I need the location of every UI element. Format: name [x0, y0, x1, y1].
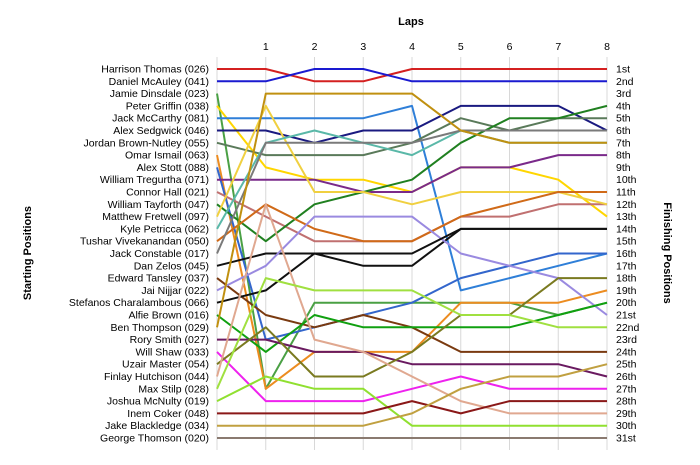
starting-name-label: Jake Blackledge (034): [105, 420, 209, 432]
series-line: [216, 167, 607, 341]
finishing-position-label: 15th: [616, 236, 637, 248]
finishing-position-label: 22nd: [616, 322, 640, 334]
finishing-position-label: 28th: [616, 396, 637, 408]
starting-name-label: Harrison Thomas (026): [101, 64, 209, 76]
starting-name-label: Will Shaw (033): [135, 346, 209, 358]
lap-tick-label: 3: [360, 41, 366, 53]
lap-tick-label: 2: [312, 41, 318, 53]
x-axis-title: Laps: [398, 16, 424, 28]
starting-name-label: Edward Tansley (037): [108, 273, 209, 285]
series-line: [217, 68, 607, 83]
lap-tick-label: 6: [507, 41, 513, 53]
starting-name-label: George Thomson (020): [100, 433, 209, 445]
finishing-position-label: 24th: [616, 346, 637, 358]
series-line: [216, 191, 607, 243]
starting-position-labels: Harrison Thomas (026)Daniel McAuley (041…: [69, 64, 209, 445]
starting-name-label: Jack McCarthy (081): [112, 113, 209, 125]
series-line: [216, 92, 607, 328]
starting-name-label: Uzair Master (054): [122, 359, 209, 371]
starting-name-label: Jordan Brown-Nutley (055): [84, 137, 209, 149]
finishing-position-label: 25th: [616, 359, 637, 371]
finishing-position-label: 26th: [616, 371, 637, 383]
series-line: [216, 375, 607, 427]
starting-name-label: Peter Griffin (038): [126, 100, 209, 112]
lap-tick-label: 7: [555, 41, 561, 53]
starting-name-label: Stefanos Charalambous (066): [69, 297, 209, 309]
starting-name-label: Jack Constable (017): [110, 248, 209, 260]
finishing-position-label: 23rd: [616, 334, 637, 346]
starting-name-label: Finlay Hutchison (044): [104, 371, 209, 383]
starting-name-label: Kyle Petricca (062): [120, 223, 209, 235]
starting-name-label: Jai Nijjar (022): [141, 285, 209, 297]
starting-name-label: Max Stilp (028): [138, 383, 209, 395]
finishing-position-label: 3rd: [616, 88, 631, 100]
starting-name-label: Alex Stott (088): [137, 162, 209, 174]
starting-name-label: William Tayforth (047): [108, 199, 209, 211]
finishing-position-label: 5th: [616, 113, 631, 125]
finishing-position-label: 20th: [616, 297, 637, 309]
series-line: [216, 277, 607, 390]
finishing-position-label: 13th: [616, 211, 637, 223]
finishing-position-label: 12th: [616, 199, 637, 211]
lap-tick-labels: 1 2 3 4 5 6 7 8: [263, 41, 610, 53]
finishing-position-label: 17th: [616, 260, 637, 272]
lap-tick-label: 5: [458, 41, 464, 53]
finishing-position-label: 11th: [616, 187, 636, 199]
starting-name-label: Inem Coker (048): [127, 408, 209, 420]
series-line: [216, 301, 608, 353]
starting-name-label: Connor Hall (021): [126, 187, 209, 199]
finishing-position-label: 7th: [616, 137, 631, 149]
starting-name-label: Matthew Fretwell (097): [102, 211, 209, 223]
finishing-position-label: 27th: [616, 383, 637, 395]
lap-tick-label: 4: [409, 41, 415, 53]
finishing-position-label: 14th: [616, 223, 637, 235]
starting-name-label: Joshua McNulty (019): [107, 396, 209, 408]
starting-name-label: Ben Thompson (029): [111, 322, 209, 334]
starting-name-label: Rory Smith (027): [130, 334, 209, 346]
starting-name-label: Tushar Vivekanandan (050): [80, 236, 209, 248]
finishing-position-label: 2nd: [616, 76, 634, 88]
series-line: [216, 351, 607, 403]
starting-name-label: Alex Sedgwick (046): [113, 125, 209, 137]
starting-name-label: William Tregurtha (071): [100, 174, 209, 186]
series-line: [217, 154, 607, 193]
series-line: [216, 104, 608, 243]
series-line: [217, 363, 608, 427]
starting-positions-title: Starting Positions: [22, 206, 34, 300]
finishing-position-label: 29th: [616, 408, 637, 420]
starting-name-label: Omar Ismail (063): [125, 150, 209, 162]
series-line: [216, 129, 607, 254]
series-line: [216, 203, 607, 415]
finishing-position-label: 19th: [616, 285, 637, 297]
series-line: [217, 400, 607, 415]
starting-name-label: Dan Zelos (045): [134, 260, 209, 272]
finishing-position-label: 8th: [616, 150, 631, 162]
finishing-position-label: 18th: [616, 273, 637, 285]
finishing-position-label: 6th: [616, 125, 631, 137]
lap-tick-label: 8: [604, 41, 610, 53]
series-line: [216, 277, 607, 378]
starting-name-label: Daniel McAuley (041): [109, 76, 209, 88]
series-line: [217, 68, 607, 83]
starting-name-label: Alfie Brown (016): [128, 310, 209, 322]
finishing-position-labels: 1st2nd3rd4th5th6th7th8th9th10th11th12th1…: [616, 64, 640, 445]
finishing-position-label: 30th: [616, 420, 637, 432]
series-line: [216, 227, 607, 304]
series-line: [217, 104, 608, 292]
finishing-position-label: 9th: [616, 162, 631, 174]
finishing-position-label: 10th: [616, 174, 637, 186]
finishing-position-label: 31st: [616, 433, 636, 445]
finishing-positions-title: Finishing Positions: [661, 202, 673, 303]
series-lines: [216, 68, 608, 439]
series-line: [216, 104, 608, 218]
finishing-position-label: 4th: [616, 100, 631, 112]
finishing-position-label: 16th: [616, 248, 637, 260]
finishing-position-label: 21st: [616, 310, 636, 322]
starting-name-label: Jamie Dinsdale (023): [110, 88, 209, 100]
lap-tick-label: 1: [263, 41, 269, 53]
finishing-position-label: 1st: [616, 64, 630, 76]
